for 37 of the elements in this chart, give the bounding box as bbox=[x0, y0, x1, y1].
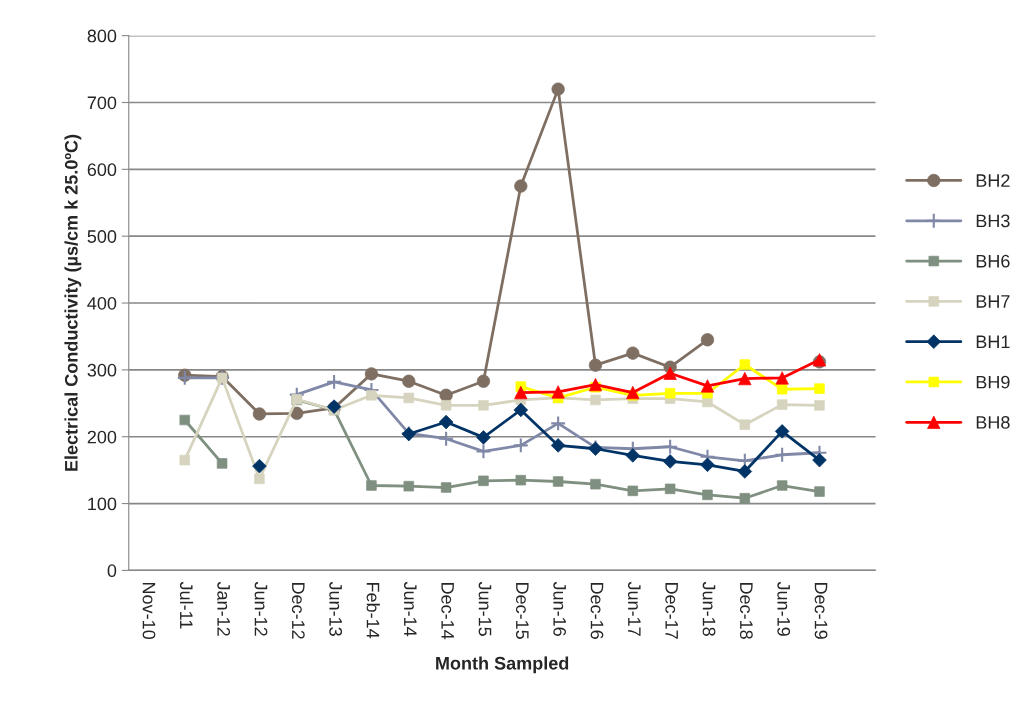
x-tick-label: Jun-18 bbox=[702, 581, 716, 636]
x-tick-label: Jun-16 bbox=[553, 581, 567, 636]
legend-label: BH2 bbox=[976, 174, 1010, 187]
x-axis-title: Month Sampled bbox=[436, 656, 569, 674]
y-axis-title: Electrical Conductivity (µs/cm k 25.0ºC) bbox=[64, 134, 82, 471]
legend-label: BH6 bbox=[976, 254, 1010, 268]
legend-label: BH7 bbox=[976, 295, 1010, 308]
legend-label: BH8 bbox=[976, 416, 1010, 429]
y-tick-label: 600 bbox=[87, 163, 117, 177]
y-tick-label: 400 bbox=[87, 296, 117, 310]
x-tick-label: Jun-17 bbox=[627, 581, 641, 636]
x-tick-label: Jan-12 bbox=[217, 581, 231, 636]
legend-label: BH9 bbox=[976, 375, 1010, 389]
y-tick-label: 700 bbox=[87, 96, 117, 110]
y-tick-label: 200 bbox=[87, 430, 117, 444]
y-tick-label: 0 bbox=[107, 564, 117, 578]
x-tick-label: Feb-14 bbox=[366, 582, 380, 639]
x-tick-label: Dec-17 bbox=[665, 582, 678, 639]
x-tick-label: Jun-15 bbox=[478, 581, 492, 636]
x-tick-label: Dec-12 bbox=[291, 582, 305, 639]
y-tick-label: 100 bbox=[88, 497, 117, 511]
x-tick-label: Jul-11 bbox=[179, 581, 194, 629]
x-tick-label: Jun-19 bbox=[777, 581, 791, 636]
x-tick-label: Dec-18 bbox=[739, 582, 753, 639]
x-tick-label: Dec-19 bbox=[814, 582, 828, 639]
x-tick-label: Dec-14 bbox=[441, 582, 454, 640]
y-tick-label: 500 bbox=[87, 230, 117, 243]
legend-label: BH3 bbox=[976, 214, 1010, 228]
y-tick-label: 800 bbox=[87, 29, 117, 43]
x-tick-label: Dec-15 bbox=[515, 582, 529, 639]
legend-label: BH1 bbox=[976, 335, 1010, 348]
x-tick-label: Jun-13 bbox=[329, 581, 343, 636]
x-tick-label: Jun-12 bbox=[254, 581, 268, 636]
x-tick-label: Dec-16 bbox=[590, 582, 604, 639]
y-tick-label: 300 bbox=[87, 363, 117, 377]
x-tick-label: Nov-10 bbox=[142, 582, 156, 640]
x-tick-label: Jun-14 bbox=[403, 581, 417, 637]
